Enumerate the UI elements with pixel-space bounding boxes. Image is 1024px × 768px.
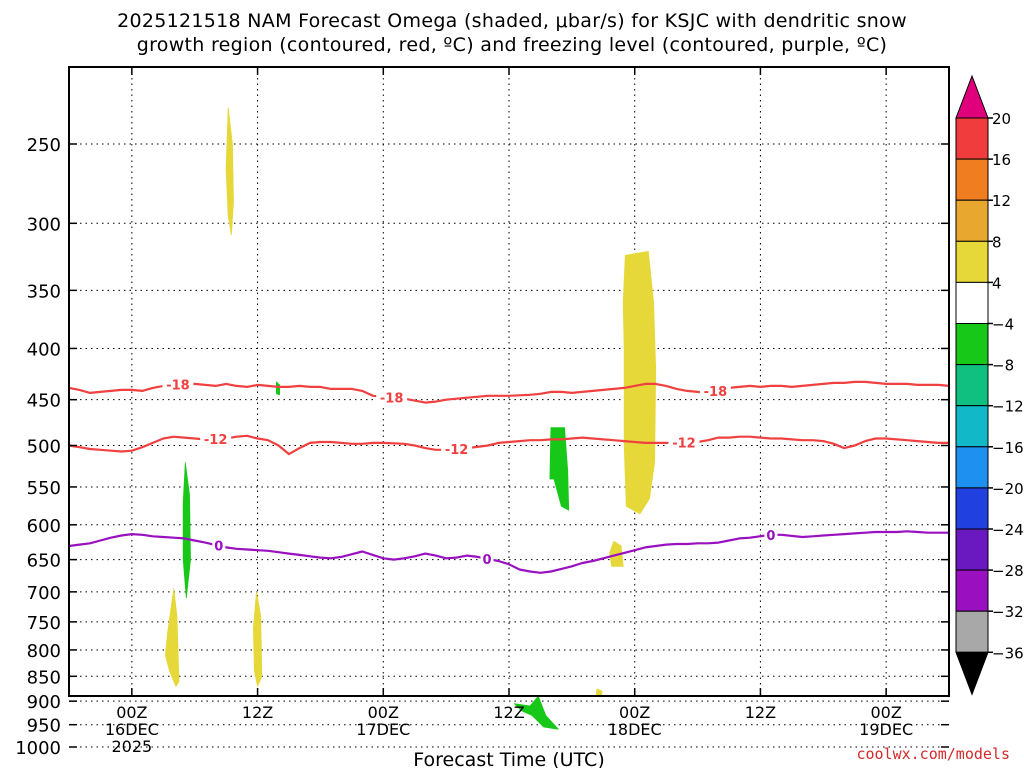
y-tick-label: 800 xyxy=(27,641,61,662)
colorbar-bin xyxy=(955,240,989,283)
contour-label: 0 xyxy=(482,553,491,568)
x-tick-label: 12Z xyxy=(242,703,273,722)
plot-frame xyxy=(68,66,950,697)
colorbar-label: 20 xyxy=(992,110,1011,128)
contour-line--18 xyxy=(68,380,950,404)
contour-label: -12 xyxy=(672,437,696,452)
x-tick-label: 00Z xyxy=(619,703,650,722)
omega-region xyxy=(622,250,657,515)
y-tick-label: 250 xyxy=(27,135,61,156)
contour-label: -18 xyxy=(166,379,190,394)
y-tick-label: 500 xyxy=(27,437,61,458)
contour-label-bg xyxy=(441,441,473,456)
colorbar-bin xyxy=(955,364,989,407)
x-tick-label: 00Z xyxy=(368,703,399,722)
contour-label: -18 xyxy=(380,392,404,407)
colorbar-bin xyxy=(955,610,989,653)
colorbar-label: 16 xyxy=(992,151,1011,169)
grid xyxy=(69,67,949,748)
contour-label-bg xyxy=(212,538,226,553)
colorbar-bin xyxy=(955,281,989,324)
colorbar-bin xyxy=(955,405,989,448)
x-tick-label: 00Z xyxy=(116,703,147,722)
colorbar-label: −12 xyxy=(992,398,1024,416)
x-tick-label: 00Z xyxy=(870,703,901,722)
contour-label-bg xyxy=(162,377,194,392)
y-tick-label: 650 xyxy=(27,551,61,572)
omega-region xyxy=(513,695,559,730)
colorbar-label: −32 xyxy=(992,603,1024,621)
y-tick-label: 450 xyxy=(27,391,61,412)
colorbar-label: 8 xyxy=(992,233,1002,251)
y-tick-label: 900 xyxy=(27,692,61,713)
colorbar-label: −28 xyxy=(992,562,1024,580)
x-tick-label: 18DEC xyxy=(608,720,662,739)
omega-region xyxy=(609,540,624,567)
omega-shading xyxy=(164,107,657,730)
omega-region xyxy=(182,462,191,599)
colorbar-bin xyxy=(955,446,989,489)
y-tick-label: 950 xyxy=(27,716,61,737)
x-tick-label: 2025 xyxy=(111,737,152,756)
chart-title-line-2: growth region (contoured, red, ºC) and f… xyxy=(136,34,888,56)
colorbar-label: −8 xyxy=(992,357,1014,375)
contour-lines: -18 -18 -18 -12 -12 -12 0 0 0 xyxy=(68,377,950,574)
colorbar-extend-bottom xyxy=(955,651,989,696)
colorbar-bin xyxy=(955,487,989,530)
y-tick-label: 600 xyxy=(27,516,61,537)
x-tick-label: 12Z xyxy=(493,703,524,722)
y-tick-label: 550 xyxy=(27,478,61,499)
colorbar-label: −4 xyxy=(992,316,1014,334)
y-tick-label: 350 xyxy=(27,281,61,302)
y-tick-label: 1000 xyxy=(15,738,61,759)
colorbar-bin xyxy=(955,199,989,242)
colorbar-label: −16 xyxy=(992,439,1024,457)
contour-label: -12 xyxy=(204,433,228,448)
contour-line-0 xyxy=(68,530,949,574)
colorbar-label: −36 xyxy=(992,644,1024,662)
colorbar-label: 12 xyxy=(992,192,1011,210)
contour-label: 0 xyxy=(214,540,223,555)
colorbar-bin xyxy=(955,528,989,571)
site-credit: coolwx.com/models xyxy=(856,745,1010,763)
colorbar: 20 16 12 8 4 −4 −8 −12 −16 −20 −24 −28 −32 −36 xyxy=(955,74,1024,696)
contour-label-bg xyxy=(200,431,232,446)
colorbar-extend-top xyxy=(955,74,989,119)
colorbar-label: 4 xyxy=(992,274,1002,292)
omega-region xyxy=(252,591,263,687)
x-tick-label: 17DEC xyxy=(356,720,410,739)
contour-label-bg xyxy=(699,383,731,398)
y-tick-label: 850 xyxy=(27,667,61,688)
y-tick-label: 400 xyxy=(27,339,61,360)
contour-label: -18 xyxy=(704,385,728,400)
colorbar-label: −20 xyxy=(992,480,1024,498)
contour-label-bg xyxy=(668,435,700,450)
contour-label: -12 xyxy=(445,443,469,458)
y-tick-label: 700 xyxy=(27,583,61,604)
contour-label-bg xyxy=(480,551,494,566)
x-axis-label: Forecast Time (UTC) xyxy=(413,749,604,768)
contour-label: 0 xyxy=(766,529,775,544)
omega-region xyxy=(549,427,570,511)
x-tick-label: 16DEC xyxy=(105,720,159,739)
colorbar-bin xyxy=(955,323,989,366)
colorbar-label: −24 xyxy=(992,521,1024,539)
colorbar-bin xyxy=(955,117,989,160)
omega-region xyxy=(275,381,281,396)
axis-ticks: 250 300 350 400 450 500 550 600 650 700 750 800 850 9… xyxy=(15,67,949,759)
x-tick-label: 19DEC xyxy=(859,720,913,739)
y-tick-label: 750 xyxy=(27,613,61,634)
y-tick-label: 300 xyxy=(27,214,61,235)
contour-label-bg xyxy=(764,527,778,542)
colorbar-bin xyxy=(955,569,989,612)
contour-label-bg xyxy=(376,390,408,405)
omega-region xyxy=(225,107,234,236)
chart-title-line-1: 2025121518 NAM Forecast Omega (shaded, μ… xyxy=(117,10,907,32)
x-tick-label: 12Z xyxy=(745,703,776,722)
colorbar-bin xyxy=(955,158,989,201)
omega-region xyxy=(164,588,180,687)
